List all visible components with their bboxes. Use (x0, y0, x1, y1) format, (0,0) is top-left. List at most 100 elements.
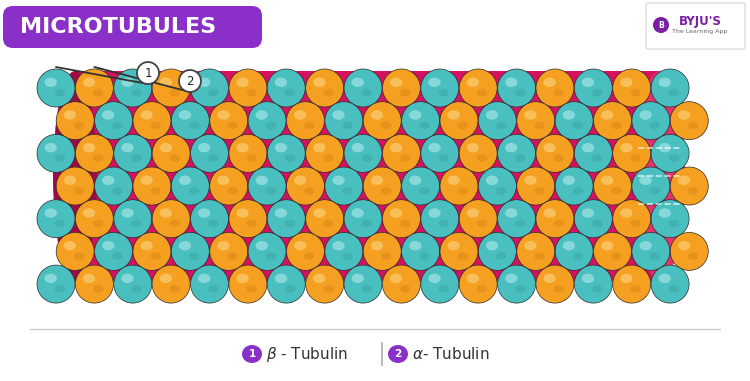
Ellipse shape (620, 274, 632, 283)
Circle shape (574, 200, 612, 238)
Circle shape (382, 200, 421, 238)
Circle shape (286, 167, 325, 205)
Ellipse shape (83, 274, 95, 283)
Circle shape (56, 167, 94, 205)
Ellipse shape (496, 252, 506, 260)
Ellipse shape (554, 89, 564, 96)
Circle shape (133, 102, 171, 140)
Ellipse shape (448, 241, 460, 250)
Ellipse shape (208, 285, 218, 293)
Circle shape (114, 69, 152, 107)
Ellipse shape (630, 220, 640, 227)
Circle shape (267, 200, 305, 238)
Circle shape (478, 167, 516, 205)
Circle shape (325, 232, 363, 271)
Ellipse shape (496, 122, 506, 129)
Text: $\alpha$- Tubulin: $\alpha$- Tubulin (412, 346, 490, 362)
Ellipse shape (256, 241, 268, 250)
Circle shape (94, 102, 133, 140)
Circle shape (459, 265, 497, 303)
Ellipse shape (122, 208, 134, 218)
Ellipse shape (93, 89, 104, 96)
Circle shape (267, 69, 305, 107)
Ellipse shape (352, 274, 364, 283)
Ellipse shape (170, 220, 180, 227)
Ellipse shape (620, 78, 632, 87)
Ellipse shape (611, 122, 622, 129)
Ellipse shape (93, 285, 104, 293)
Ellipse shape (122, 143, 134, 152)
Ellipse shape (534, 252, 544, 260)
Ellipse shape (362, 220, 372, 227)
Circle shape (76, 265, 113, 303)
Circle shape (37, 134, 75, 172)
Ellipse shape (515, 89, 526, 96)
Ellipse shape (170, 154, 180, 162)
Ellipse shape (343, 252, 352, 260)
Ellipse shape (678, 176, 690, 185)
Ellipse shape (314, 274, 326, 283)
Circle shape (306, 265, 344, 303)
Ellipse shape (112, 187, 122, 195)
Circle shape (632, 102, 670, 140)
Ellipse shape (669, 285, 679, 293)
Circle shape (229, 134, 267, 172)
Ellipse shape (438, 89, 448, 96)
Ellipse shape (390, 78, 402, 87)
Text: 2: 2 (186, 75, 194, 88)
Ellipse shape (428, 78, 441, 87)
Ellipse shape (285, 285, 296, 293)
Ellipse shape (266, 122, 276, 129)
Ellipse shape (458, 252, 468, 260)
Ellipse shape (352, 208, 364, 218)
Ellipse shape (131, 154, 142, 162)
Ellipse shape (274, 274, 287, 283)
Circle shape (76, 200, 113, 238)
Ellipse shape (362, 154, 372, 162)
Ellipse shape (544, 208, 556, 218)
Ellipse shape (208, 220, 218, 227)
Circle shape (286, 102, 325, 140)
Ellipse shape (381, 122, 392, 129)
Ellipse shape (53, 71, 97, 281)
Ellipse shape (332, 176, 345, 185)
Circle shape (363, 232, 401, 271)
Circle shape (344, 69, 382, 107)
Ellipse shape (505, 78, 518, 87)
Circle shape (459, 134, 497, 172)
Ellipse shape (189, 187, 200, 195)
Ellipse shape (198, 208, 211, 218)
Circle shape (344, 265, 382, 303)
Circle shape (306, 134, 344, 172)
Circle shape (459, 69, 497, 107)
Ellipse shape (102, 176, 115, 185)
Ellipse shape (601, 241, 613, 250)
Circle shape (152, 134, 190, 172)
Ellipse shape (285, 89, 296, 96)
Ellipse shape (285, 220, 296, 227)
Ellipse shape (409, 176, 422, 185)
Ellipse shape (122, 274, 134, 283)
Ellipse shape (266, 252, 276, 260)
Circle shape (114, 200, 152, 238)
Circle shape (651, 200, 689, 238)
Circle shape (133, 232, 171, 271)
Ellipse shape (458, 122, 468, 129)
Ellipse shape (390, 208, 402, 218)
Circle shape (382, 265, 421, 303)
Circle shape (401, 232, 439, 271)
Circle shape (632, 167, 670, 205)
Ellipse shape (189, 252, 200, 260)
Ellipse shape (582, 143, 594, 152)
Circle shape (497, 69, 536, 107)
Ellipse shape (505, 274, 518, 283)
Circle shape (670, 167, 708, 205)
Ellipse shape (151, 187, 161, 195)
FancyBboxPatch shape (646, 3, 745, 49)
Ellipse shape (170, 285, 180, 293)
Circle shape (114, 134, 152, 172)
Ellipse shape (304, 252, 314, 260)
Circle shape (574, 265, 612, 303)
Ellipse shape (554, 220, 564, 227)
Ellipse shape (688, 252, 698, 260)
